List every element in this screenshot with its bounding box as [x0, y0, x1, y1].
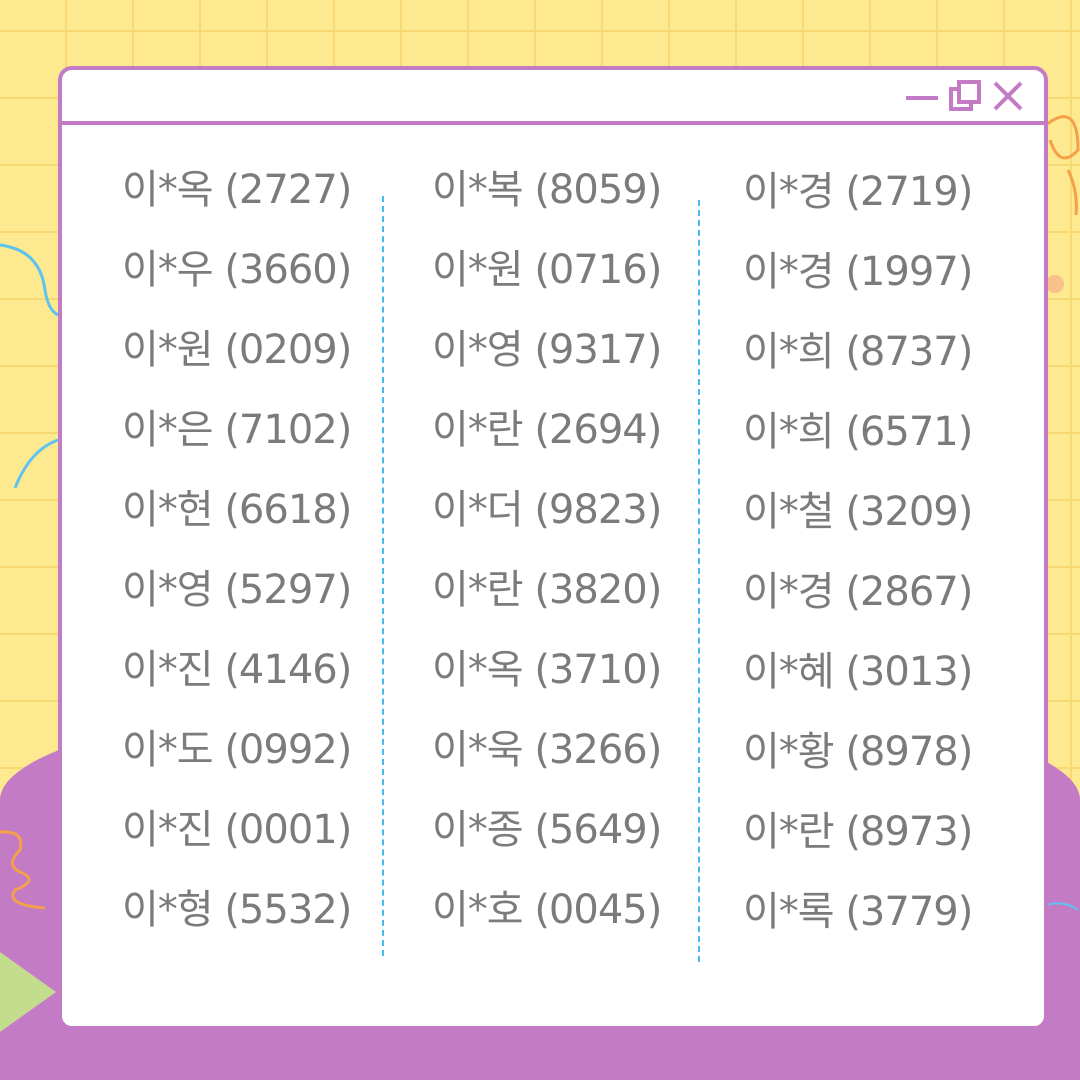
list-item: 이*종 (5649)	[432, 807, 662, 853]
list-item: 이*경 (2719)	[743, 169, 973, 215]
close-button[interactable]	[990, 80, 1026, 112]
column-divider	[698, 200, 700, 962]
list-item: 이*록 (3779)	[743, 889, 973, 935]
list-item: 이*철 (3209)	[743, 489, 973, 535]
list-item: 이*영 (9317)	[432, 327, 662, 373]
list-item: 이*희 (8737)	[743, 329, 973, 375]
list-item: 이*원 (0716)	[432, 247, 662, 293]
close-icon	[993, 81, 1023, 111]
list-item: 이*란 (8973)	[743, 809, 973, 855]
list-item: 이*경 (2867)	[743, 569, 973, 615]
list-item: 이*진 (4146)	[122, 647, 352, 693]
restore-icon	[949, 80, 981, 111]
list-item: 이*원 (0209)	[122, 327, 352, 373]
list-item: 이*황 (8978)	[743, 729, 973, 775]
name-column-1: 이*옥 (2727) 이*우 (3660) 이*원 (0209) 이*은 (71…	[122, 150, 352, 950]
list-item: 이*진 (0001)	[122, 807, 352, 853]
list-item: 이*경 (1997)	[743, 249, 973, 295]
minimize-icon	[906, 96, 938, 100]
list-item: 이*우 (3660)	[122, 247, 352, 293]
list-item: 이*란 (2694)	[432, 407, 662, 453]
list-item: 이*더 (9823)	[432, 487, 662, 533]
list-item: 이*복 (8059)	[432, 167, 662, 213]
app-window: 이*옥 (2727) 이*우 (3660) 이*원 (0209) 이*은 (71…	[58, 66, 1048, 1030]
maximize-button[interactable]	[948, 80, 984, 112]
list-item: 이*형 (5532)	[122, 887, 352, 933]
list-item: 이*란 (3820)	[432, 567, 662, 613]
list-item: 이*호 (0045)	[432, 887, 662, 933]
list-item: 이*혜 (3013)	[743, 649, 973, 695]
list-item: 이*옥 (2727)	[122, 167, 352, 213]
name-column-2: 이*복 (8059) 이*원 (0716) 이*영 (9317) 이*란 (26…	[432, 150, 662, 950]
minimize-button[interactable]	[904, 80, 940, 112]
list-item: 이*현 (6618)	[122, 487, 352, 533]
list-item: 이*도 (0992)	[122, 727, 352, 773]
column-divider	[382, 196, 384, 956]
list-item: 이*은 (7102)	[122, 407, 352, 453]
list-item: 이*희 (6571)	[743, 409, 973, 455]
name-column-3: 이*경 (2719) 이*경 (1997) 이*희 (8737) 이*희 (65…	[743, 152, 973, 952]
title-bar	[62, 70, 1044, 125]
decorative-triangle	[0, 952, 56, 1032]
list-item: 이*옥 (3710)	[432, 647, 662, 693]
list-item: 이*영 (5297)	[122, 567, 352, 613]
list-item: 이*욱 (3266)	[432, 727, 662, 773]
